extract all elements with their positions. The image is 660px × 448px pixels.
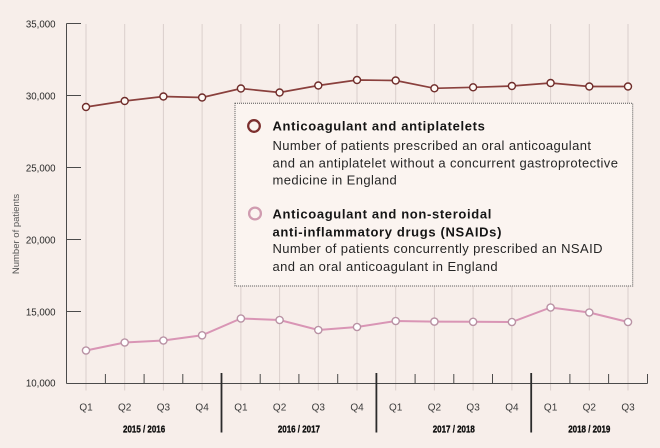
- svg-text:10,000: 10,000: [26, 379, 56, 390]
- svg-text:2018 / 2019: 2018 / 2019: [568, 423, 610, 434]
- svg-text:and an antiplatelet without a: and an antiplatelet without a concurrent…: [273, 156, 619, 171]
- svg-text:Q3: Q3: [312, 403, 326, 414]
- svg-text:25,000: 25,000: [26, 164, 56, 175]
- svg-text:Q4: Q4: [505, 403, 519, 414]
- svg-text:Number of patients prescribed: Number of patients prescribed an oral an…: [273, 138, 592, 153]
- svg-text:35,000: 35,000: [26, 20, 56, 31]
- svg-text:medicine in England: medicine in England: [273, 173, 398, 188]
- svg-text:Q3: Q3: [621, 403, 635, 414]
- svg-text:Q2: Q2: [273, 403, 287, 414]
- svg-text:2016 / 2017: 2016 / 2017: [278, 423, 320, 434]
- svg-text:Q4: Q4: [350, 403, 364, 414]
- svg-text:Q2: Q2: [118, 403, 132, 414]
- svg-text:Anticoagulant and antiplatelet: Anticoagulant and antiplatelets: [273, 119, 486, 134]
- svg-text:Number of patients concurrentl: Number of patients concurrently prescrib…: [273, 241, 603, 256]
- svg-text:Q1: Q1: [234, 403, 248, 414]
- svg-text:Q1: Q1: [79, 403, 93, 414]
- svg-text:Q3: Q3: [466, 403, 480, 414]
- svg-text:Q1: Q1: [389, 403, 403, 414]
- svg-text:Q4: Q4: [195, 403, 209, 414]
- svg-text:and an oral anticoagulant in E: and an oral anticoagulant in England: [273, 259, 498, 274]
- svg-text:2017 / 2018: 2017 / 2018: [433, 423, 475, 434]
- svg-text:30,000: 30,000: [26, 92, 56, 103]
- svg-text:Q2: Q2: [428, 403, 442, 414]
- svg-text:Number of patients: Number of patients: [11, 194, 22, 275]
- svg-text:Q2: Q2: [583, 403, 597, 414]
- svg-text:anti-inflammatory drugs (NSAID: anti-inflammatory drugs (NSAIDs): [273, 224, 503, 239]
- svg-text:Anticoagulant and non-steroida: Anticoagulant and non-steroidal: [273, 207, 493, 222]
- svg-text:15,000: 15,000: [26, 308, 56, 319]
- svg-text:Q3: Q3: [157, 403, 171, 414]
- svg-text:2015 / 2016: 2015 / 2016: [123, 423, 165, 434]
- svg-text:Q1: Q1: [544, 403, 558, 414]
- svg-text:20,000: 20,000: [26, 236, 56, 247]
